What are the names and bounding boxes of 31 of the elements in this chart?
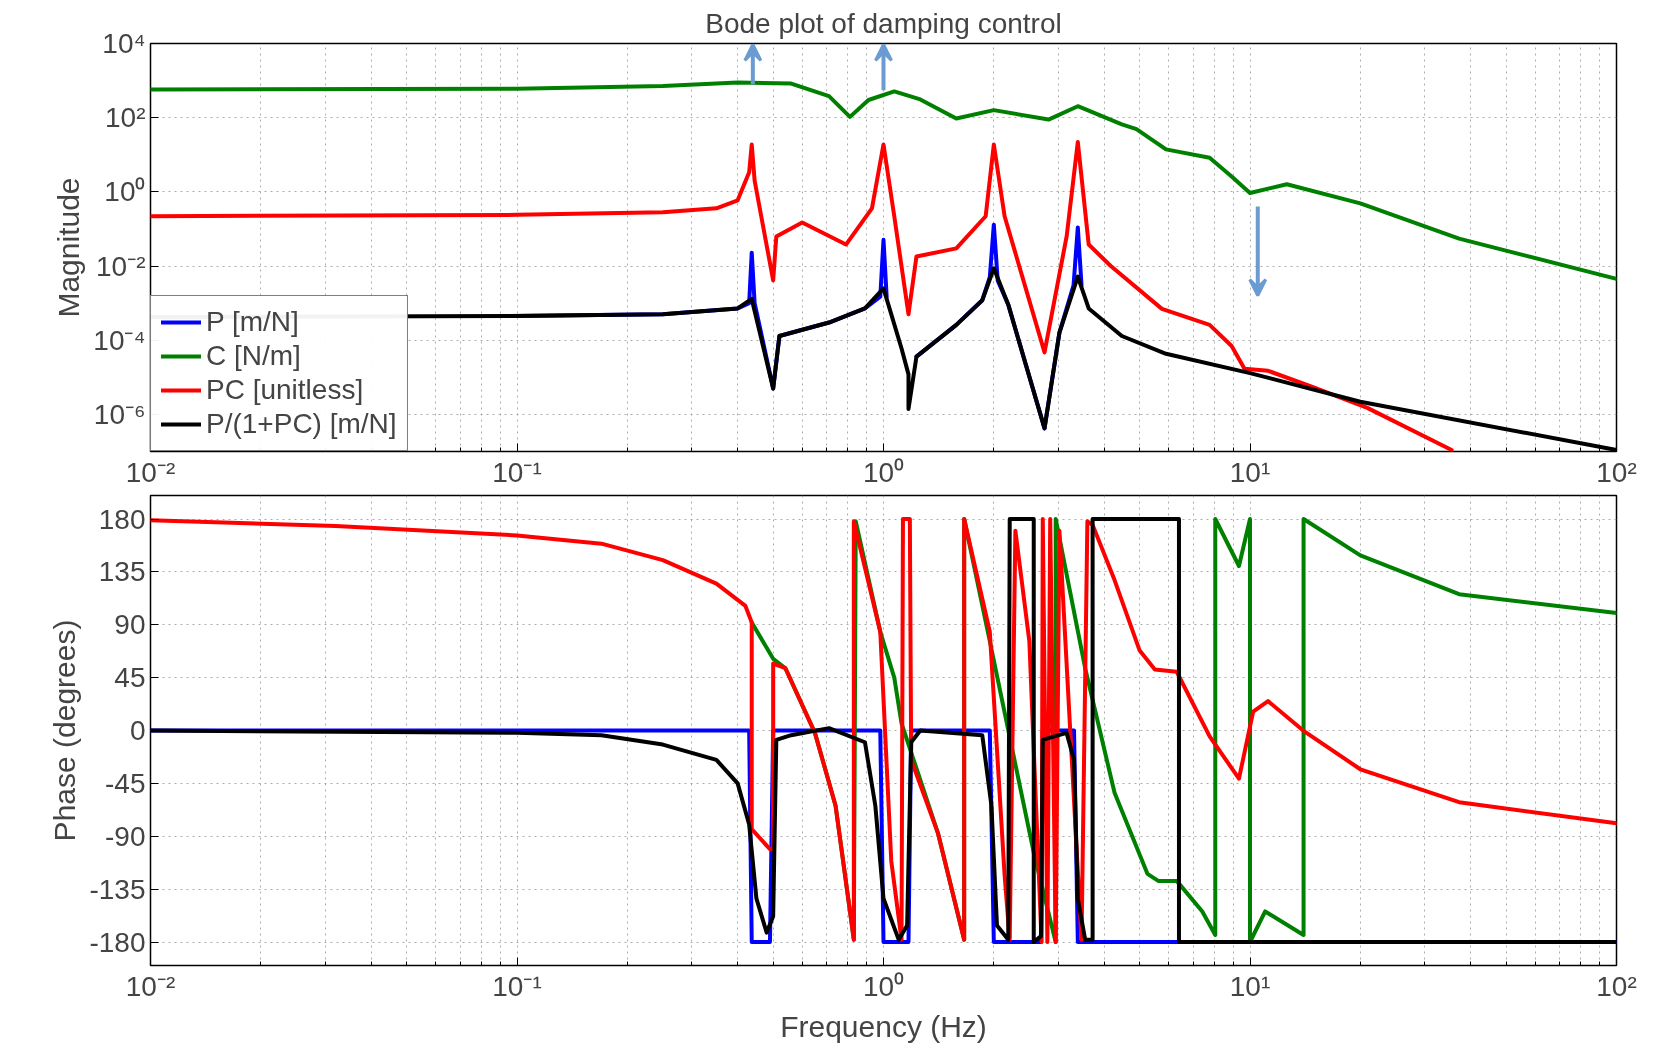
- legend-label: C [N/m]: [206, 340, 301, 372]
- x-axis-title: Frequency (Hz): [780, 1009, 987, 1043]
- y-tick-label: -90: [105, 820, 146, 852]
- x-tick-label: 10⁻¹: [492, 456, 542, 488]
- x-tick-label: 10¹: [1229, 456, 1271, 488]
- y-tick-label: -135: [89, 873, 146, 905]
- y-tick-label: 10⁻²: [96, 250, 146, 282]
- y-tick-label: 10⁰: [104, 176, 146, 208]
- y-axis-title: Phase (degrees): [48, 619, 82, 842]
- legend-label: P [m/N]: [206, 306, 299, 338]
- y-tick-label: 90: [114, 609, 146, 641]
- x-tick-label: 10¹: [1229, 970, 1271, 1002]
- y-axis-title: Magnitude: [52, 177, 86, 318]
- y-tick-label: 180: [98, 503, 146, 535]
- x-tick-label: 10⁰: [862, 456, 905, 488]
- x-tick-label: 10²: [1596, 456, 1637, 488]
- x-tick-label: 10⁰: [862, 970, 905, 1002]
- legend-label: P/(1+PC) [m/N]: [206, 408, 397, 440]
- y-tick-label: 10⁻⁶: [93, 398, 146, 430]
- y-tick-label: 0: [129, 715, 146, 746]
- y-tick-label: 135: [98, 556, 146, 588]
- y-tick-label: 10⁻⁴: [93, 324, 146, 356]
- y-tick-label: 10⁴: [102, 28, 146, 59]
- x-tick-label: 10²: [1596, 970, 1637, 1002]
- chart-title: Bode plot of damping control: [705, 7, 1062, 39]
- y-tick-label: 10²: [105, 102, 146, 134]
- y-tick-label: 45: [114, 662, 146, 694]
- x-tick-label: 10⁻¹: [492, 970, 542, 1002]
- y-tick-label: -180: [89, 926, 146, 958]
- y-tick-label: -45: [105, 767, 146, 799]
- legend-label: PC [unitless]: [206, 374, 364, 406]
